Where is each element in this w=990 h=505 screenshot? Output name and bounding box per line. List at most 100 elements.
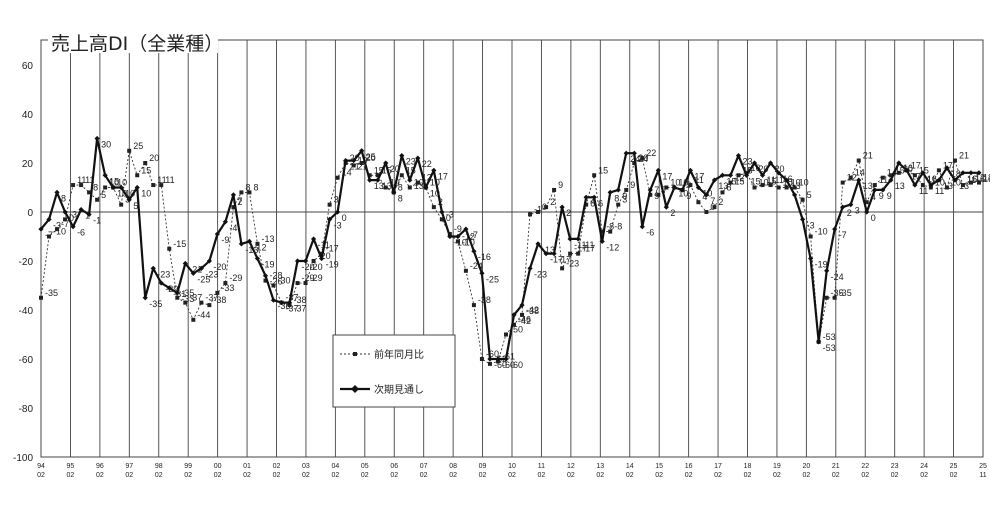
data-label-yoy: 22 <box>646 148 656 158</box>
data-label-outlook: 16 <box>983 174 990 184</box>
data-label-outlook: 20 <box>759 164 769 174</box>
data-label-yoy: 5 <box>807 190 812 200</box>
data-label-yoy: 2 <box>718 197 723 207</box>
data-point-outlook <box>174 290 180 296</box>
data-label-outlook: 17 <box>694 171 704 181</box>
data-label-outlook: -31 <box>173 289 186 299</box>
data-point-yoy <box>808 234 813 239</box>
data-point-yoy <box>696 200 701 205</box>
data-point-outlook <box>711 177 718 183</box>
data-point-outlook <box>952 177 958 183</box>
data-point-outlook <box>920 170 926 176</box>
data-label-yoy: -37 <box>286 293 299 303</box>
data-point-outlook <box>70 224 76 230</box>
data-label-outlook: 10 <box>125 189 135 199</box>
data-label-yoy: 15 <box>895 165 905 175</box>
data-label-outlook: -24 <box>831 272 844 282</box>
data-point-outlook <box>759 172 766 178</box>
legend-label-yoy: 前年同月比 <box>374 348 424 361</box>
data-point-outlook <box>86 211 92 218</box>
data-point-yoy <box>79 183 84 188</box>
data-point-yoy <box>912 173 917 178</box>
data-point-yoy <box>383 185 388 190</box>
data-point-yoy <box>520 312 525 317</box>
data-label-yoy: 16 <box>751 163 761 173</box>
data-label-yoy: 10 <box>791 178 801 188</box>
x-tick-year: 95 <box>67 463 75 470</box>
data-label-yoy: 8 <box>253 182 258 192</box>
data-point-yoy <box>71 183 76 188</box>
data-point-outlook <box>583 194 589 200</box>
series-line-yoy <box>40 150 979 365</box>
x-tick-year: 22 <box>861 463 869 470</box>
data-point-outlook <box>246 238 253 244</box>
data-point-outlook <box>222 219 228 225</box>
data-label-outlook: 16 <box>975 174 985 184</box>
data-point-yoy <box>848 175 853 180</box>
data-point-yoy <box>399 173 404 178</box>
x-tick-month: 02 <box>567 472 575 479</box>
data-point-outlook <box>671 184 677 191</box>
data-label-yoy: 11 <box>767 175 776 185</box>
data-point-yoy <box>608 229 613 234</box>
data-label-yoy: 17 <box>911 160 921 170</box>
data-point-outlook <box>198 265 204 271</box>
data-label-outlook: 10 <box>430 189 440 199</box>
data-label-outlook: -12 <box>253 242 266 252</box>
x-tick-month: 02 <box>891 472 899 479</box>
data-point-outlook <box>976 170 982 176</box>
data-label-yoy: -10 <box>53 227 66 237</box>
data-label-outlook: 2 <box>566 208 571 218</box>
data-point-outlook <box>816 339 822 345</box>
data-label-outlook: -11 <box>582 240 594 250</box>
x-tick-year: 11 <box>538 463 545 470</box>
data-point-outlook <box>238 241 245 247</box>
x-tick-year: 06 <box>390 463 398 470</box>
data-point-yoy <box>752 185 757 190</box>
data-point-outlook <box>679 187 685 193</box>
data-point-outlook <box>439 209 445 215</box>
y-tick-label: -80 <box>19 404 34 415</box>
data-label-outlook: 16 <box>967 174 977 184</box>
data-label-outlook: -23 <box>205 269 218 279</box>
x-tick-year: 02 <box>273 463 281 470</box>
data-point-outlook <box>407 177 413 183</box>
data-label-outlook: 1 <box>85 211 90 221</box>
data-label-outlook: -1 <box>93 215 101 225</box>
data-label-outlook: 9 <box>887 191 892 201</box>
data-label-yoy: -35 <box>839 288 852 298</box>
data-label-outlook: 10 <box>678 189 688 199</box>
data-point-outlook <box>62 209 68 215</box>
data-label-yoy: 8 <box>726 182 731 192</box>
data-label-yoy: -29 <box>310 273 323 283</box>
data-label-yoy: 12 <box>975 173 985 183</box>
data-point-yoy <box>864 200 869 205</box>
data-label-outlook: 20 <box>390 164 400 174</box>
data-point-outlook <box>856 177 862 183</box>
data-label-outlook: 11 <box>935 186 944 196</box>
data-point-outlook <box>775 170 782 176</box>
data-point-outlook <box>647 187 653 193</box>
data-point-yoy <box>640 156 645 161</box>
data-label-outlook: 2 <box>847 208 852 218</box>
data-point-outlook <box>495 356 501 362</box>
data-point-outlook <box>543 251 549 257</box>
x-tick-year: 25 <box>950 463 958 470</box>
data-point-outlook <box>471 248 477 254</box>
data-point-outlook <box>102 172 108 178</box>
data-label-yoy: 3 <box>334 195 339 205</box>
legend-label-outlook: 次期見通し <box>374 383 424 396</box>
data-label-outlook: 7 <box>710 196 715 206</box>
data-point-yoy <box>968 180 973 185</box>
data-point-yoy <box>47 234 52 239</box>
data-label-outlook: 10 <box>117 189 127 199</box>
data-point-outlook <box>190 270 196 276</box>
x-tick-year: 24 <box>920 463 928 470</box>
data-label-outlook: 18 <box>951 169 961 179</box>
data-label-outlook: -19 <box>815 260 828 270</box>
data-label-outlook: 13 <box>895 181 905 191</box>
data-point-yoy <box>584 202 589 207</box>
data-point-yoy <box>215 290 220 295</box>
data-point-yoy <box>656 192 661 197</box>
data-point-yoy <box>920 183 925 188</box>
